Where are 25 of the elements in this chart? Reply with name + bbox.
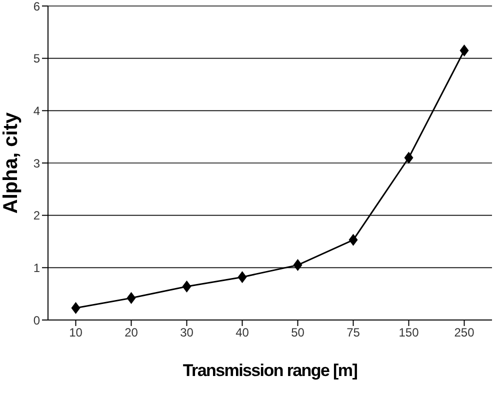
y-tick-label: 4 [33,104,40,118]
point [71,302,80,314]
y-tick-label: 6 [33,0,40,14]
point [348,234,358,246]
x-tick-label: 20 [124,326,138,340]
y-tick-label: 3 [33,156,40,170]
point [460,44,469,56]
y-tick-label: 5 [33,52,40,66]
x-tick-label: 250 [454,326,475,340]
point [293,259,302,272]
x-tick-label: 150 [398,326,420,340]
x-tick-label: 50 [291,326,305,340]
point [182,280,192,293]
y-tick-label: 2 [33,208,40,223]
y-tick-label: 0 [33,313,40,328]
point [238,271,247,284]
y-tick-label: 1 [33,260,40,275]
x-axis-title: Transmission range [m] [182,361,358,380]
point [126,292,136,304]
x-tick-label: 40 [236,326,250,340]
x-tick-label: 30 [180,326,194,340]
point [404,152,414,164]
x-tick-label: 75 [346,326,360,340]
x-tick-label: 10 [69,326,83,340]
y-axis-title: Alpha, city [0,112,22,214]
